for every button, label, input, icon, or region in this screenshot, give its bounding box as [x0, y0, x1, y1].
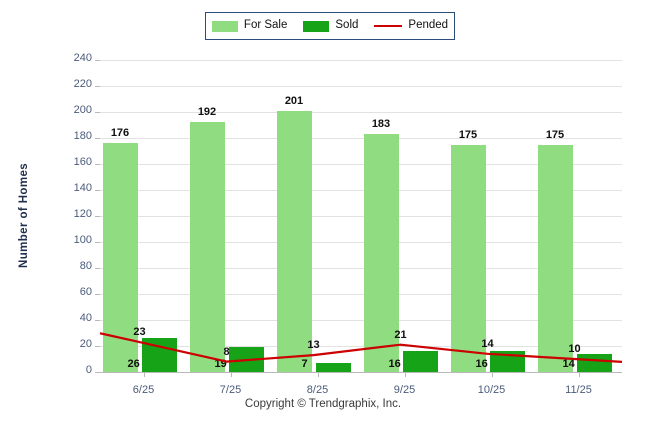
bar-for-sale[interactable] — [537, 144, 573, 372]
pended-value-label: 23 — [133, 326, 146, 339]
x-axis-tick-mark — [317, 372, 319, 377]
gridline — [100, 86, 622, 87]
bar-value-sold: 7 — [301, 358, 308, 370]
bar-sold[interactable] — [315, 362, 351, 372]
y-axis-tick-label: 40 — [79, 312, 92, 324]
x-axis-tick-mark — [404, 372, 406, 377]
y-axis-tick-mark — [95, 112, 100, 113]
bar-for-sale[interactable] — [189, 122, 225, 372]
y-axis-tick-label: 0 — [85, 364, 92, 376]
pended-value-label: 13 — [307, 339, 320, 352]
x-axis-tick-label: 7/25 — [219, 384, 242, 396]
y-axis-tick-label: 220 — [73, 78, 92, 90]
legend-label-sold: Sold — [335, 19, 359, 32]
legend-label-for-sale: For Sale — [243, 19, 288, 32]
y-axis-tick-mark — [95, 190, 100, 191]
gridline — [100, 164, 622, 165]
x-axis-tick-label: 10/25 — [477, 384, 506, 396]
y-axis-title: Number of Homes — [18, 162, 30, 268]
gridline — [100, 372, 622, 373]
x-axis-tick-mark — [143, 372, 145, 377]
gridline — [100, 320, 622, 321]
y-axis-tick-label: 200 — [73, 104, 92, 116]
y-axis-tick-mark — [95, 60, 100, 61]
category-group: 201 7 8/25 — [274, 60, 361, 396]
legend-swatch-for-sale-icon — [211, 20, 238, 32]
x-axis-tick-label: 11/25 — [565, 384, 592, 396]
gridline — [100, 60, 622, 61]
pended-value-label: 14 — [481, 337, 494, 350]
category-group: 183 16 9/25 — [361, 60, 448, 396]
bar-value-sold: 14 — [562, 358, 575, 370]
y-axis-tick-mark — [95, 216, 100, 217]
legend-item-sold[interactable]: Sold — [303, 20, 358, 32]
y-axis-tick-label: 80 — [79, 260, 92, 272]
bar-value-for-sale: 192 — [197, 106, 217, 119]
y-axis-tick-label: 60 — [79, 286, 92, 298]
bar-for-sale[interactable] — [450, 144, 486, 372]
bar-value-for-sale: 175 — [458, 128, 478, 141]
y-axis-tick-mark — [95, 138, 100, 139]
y-axis-tick-mark — [95, 346, 100, 347]
bar-value-sold: 16 — [388, 358, 401, 370]
copyright-notice: Copyright © Trendgraphix, Inc. — [244, 398, 402, 410]
gridline — [100, 294, 622, 295]
bar-value-for-sale: 175 — [545, 128, 565, 141]
y-axis-tick-label: 240 — [73, 52, 92, 64]
bar-value-for-sale: 201 — [284, 94, 304, 107]
y-axis-tick-label: 120 — [73, 208, 92, 220]
y-axis-tick-label: 140 — [73, 182, 92, 194]
pended-value-label: 8 — [223, 345, 230, 358]
y-axis-tick-mark — [95, 242, 100, 243]
gridline — [100, 216, 622, 217]
bar-value-for-sale: 176 — [110, 127, 130, 140]
x-axis-tick-label: 6/25 — [132, 384, 155, 396]
x-axis-tick-mark — [578, 372, 580, 377]
pended-value-label: 21 — [394, 328, 407, 341]
bar-value-sold: 16 — [475, 358, 488, 370]
x-axis-tick-label: 9/25 — [393, 384, 416, 396]
plot-area: 0 20 40 60 80 100 120 140 160 180 200 220 240 176 26 6… — [74, 53, 623, 396]
category-group: 175 16 10/25 — [448, 60, 535, 396]
legend-item-for-sale[interactable]: For Sale — [211, 19, 288, 32]
gridline — [100, 190, 622, 191]
y-axis-tick-mark — [95, 294, 100, 295]
x-axis-tick-mark — [230, 372, 232, 377]
x-axis-tick-label: 8/25 — [306, 384, 329, 396]
x-axis-tick-mark — [491, 372, 493, 377]
bar-value-sold: 19 — [214, 358, 227, 370]
y-axis-tick-label: 180 — [73, 130, 92, 142]
pended-value-label: 10 — [568, 343, 581, 355]
bar-for-sale[interactable] — [102, 143, 138, 372]
legend-label-pended: Pended — [408, 19, 449, 32]
gridline — [100, 138, 622, 139]
y-axis-tick-label: 20 — [79, 338, 92, 350]
y-axis-tick-mark — [95, 268, 100, 269]
category-group: 192 19 7/25 — [187, 60, 274, 396]
gridline — [100, 268, 622, 269]
bar-value-sold: 26 — [127, 358, 140, 370]
legend-swatch-sold-icon — [303, 20, 330, 32]
bar-for-sale[interactable] — [363, 134, 399, 372]
gridline — [100, 242, 622, 243]
chart-legend: For Sale Sold Pended — [205, 12, 455, 40]
legend-line-pended-icon — [374, 25, 403, 27]
gridline — [100, 112, 622, 113]
bar-value-for-sale: 183 — [371, 118, 391, 131]
y-axis-tick-mark — [95, 86, 100, 87]
y-axis-tick-label: 100 — [73, 234, 92, 246]
y-axis-tick-label: 160 — [73, 156, 92, 168]
y-axis-tick-mark — [95, 372, 100, 373]
y-axis-tick-mark — [95, 164, 100, 165]
legend-item-pended[interactable]: Pended — [374, 20, 448, 32]
y-axis-tick-mark — [95, 320, 100, 321]
bar-for-sale[interactable] — [276, 110, 312, 372]
category-group: 175 14 11/25 — [535, 60, 622, 396]
